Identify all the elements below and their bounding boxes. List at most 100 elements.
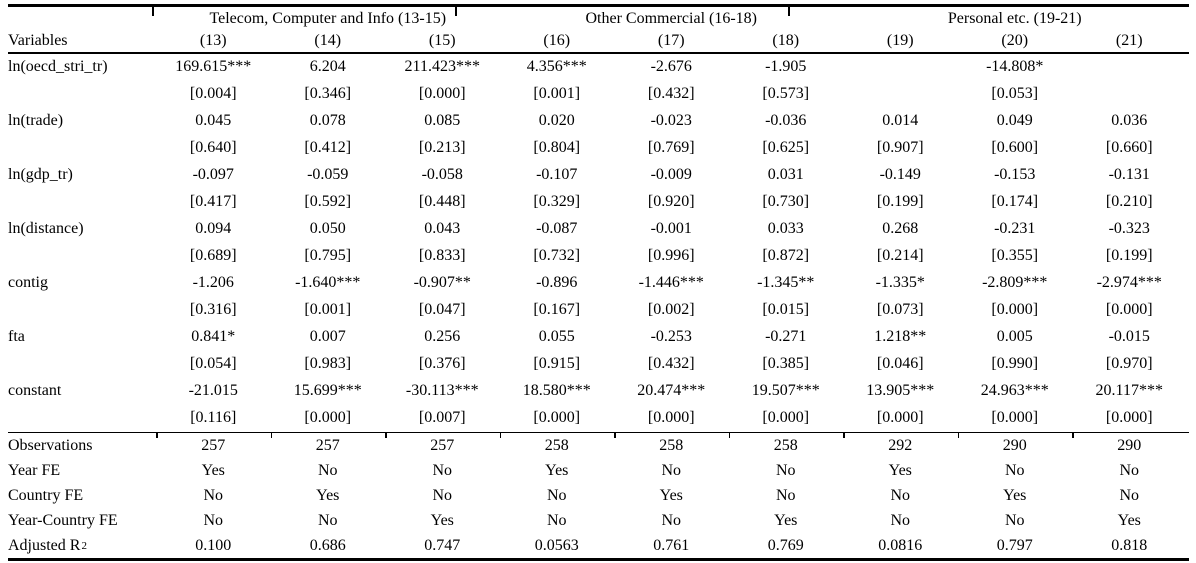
coefficient-value: 0.078 [309, 112, 346, 129]
summary-value: 0.100 [195, 536, 232, 554]
table-top-border [8, 4, 1189, 7]
pvalue: [0.199] [876, 193, 924, 210]
column-header-21: (21) [1115, 31, 1143, 49]
pvalue: [0.000] [991, 301, 1039, 318]
summary-row: Country FE No Yes No No Yes No No Yes No [0, 483, 1196, 508]
pvalue: [0.000] [304, 409, 352, 426]
cell-border-tick [455, 4, 457, 16]
pvalue: [0.073] [876, 301, 924, 318]
group-header-other-commercial: Other Commercial (16-18) [585, 10, 758, 27]
pvalue: [0.199] [1105, 247, 1153, 264]
coefficient-value: -1.640*** [295, 274, 361, 291]
summary-label: Observations [8, 433, 156, 458]
pvalue: [0.804] [533, 139, 581, 156]
column-header-17: (17) [657, 31, 685, 49]
summary-value: No [775, 461, 796, 479]
summary-value: 0.761 [653, 536, 690, 554]
coefficient-value: 0.005 [996, 328, 1033, 345]
pvalue: [0.046] [876, 355, 924, 372]
pvalue: [0.000] [647, 409, 695, 426]
group-header-personal-etc: Personal etc. (19-21) [947, 10, 1082, 27]
pvalue: [0.116] [190, 409, 237, 426]
pvalue: [0.001] [304, 301, 352, 318]
summary-value: Yes [430, 511, 454, 529]
pvalue: [0.872] [762, 247, 810, 264]
pvalue: [0.640] [189, 139, 237, 156]
variable-label: ln(trade) [8, 112, 64, 129]
pvalue: [0.167] [533, 301, 581, 318]
summary-value: Yes [201, 461, 225, 479]
pvalue: [0.329] [533, 193, 581, 210]
column-header-16: (16) [543, 31, 571, 49]
pvalue: [0.625] [762, 139, 810, 156]
coefficient-value: -0.149 [879, 166, 921, 183]
pvalue [843, 81, 958, 108]
coefficient-value: 0.085 [424, 112, 461, 129]
summary-row: Adjusted R 2 0.100 0.686 0.747 0.0563 0.761 0.7… [0, 533, 1196, 558]
pvalue: [0.000] [533, 409, 581, 426]
pvalue: [0.573] [762, 85, 810, 102]
pvalue: [0.732] [533, 247, 581, 264]
coefficient-value: -1.345** [757, 274, 815, 291]
coefficient-value: -2.809*** [982, 274, 1048, 291]
column-header-15: (15) [428, 31, 456, 49]
coefficient-row: constant -21.015 15.699*** -30.113*** 18.580… [0, 378, 1196, 405]
pvalue: [0.730] [762, 193, 810, 210]
pvalue: [0.996] [647, 247, 695, 264]
column-header-18: (18) [772, 31, 800, 49]
summary-value: No [1119, 486, 1140, 504]
coefficient-value: 0.055 [538, 328, 575, 345]
pvalue: [0.432] [647, 355, 695, 372]
coefficient-value: -14.808* [986, 58, 1044, 75]
coefficient-value: 0.033 [767, 220, 804, 237]
coefficient-value: 0.031 [767, 166, 804, 183]
pvalue: [0.000] [762, 409, 810, 426]
summary-value: No [890, 486, 911, 504]
coefficient-value: 20.117*** [1095, 382, 1163, 399]
coefficient-value: 6.204 [309, 58, 346, 75]
coefficient-value: -0.271 [765, 328, 807, 345]
coefficient-value: 0.045 [195, 112, 232, 129]
coefficient-value: 0.841* [191, 328, 236, 345]
group-header-telecom-computer-info: Telecom, Computer and Info (13-15) [209, 10, 447, 27]
header-separator-line [8, 52, 1189, 54]
cell-border-tick [788, 4, 790, 16]
summary-value: No [661, 461, 682, 479]
summary-value: No [317, 511, 338, 529]
pvalue-row: [0.689] [0.795] [0.833] [0.732] [0.996] [0.87… [0, 243, 1196, 270]
summary-value: 0.797 [996, 536, 1033, 554]
coefficient-value: 15.699*** [293, 382, 362, 399]
variable-label: ln(distance) [8, 220, 84, 237]
summary-value: No [203, 486, 224, 504]
pvalue: [0.385] [762, 355, 810, 372]
pvalue: [0.417] [189, 193, 237, 210]
variable-label: constant [8, 382, 62, 399]
coefficient-value: -1.446*** [638, 274, 704, 291]
pvalue-row: [0.054] [0.983] [0.376] [0.915] [0.432] [0.38… [0, 351, 1196, 378]
summary-value: No [432, 461, 453, 479]
coefficient-value: -2.974*** [1096, 274, 1162, 291]
pvalue: [0.376] [418, 355, 466, 372]
pvalue: [0.316] [189, 301, 237, 318]
pvalue: [0.214] [876, 247, 924, 264]
coefficient-value: 0.268 [882, 220, 919, 237]
variable-label: fta [8, 328, 25, 345]
summary-label-text: Adjusted R [8, 536, 81, 554]
coefficient-value: 0.256 [424, 328, 461, 345]
summary-label-text: Year-Country FE [8, 511, 118, 529]
table-bottom-border [8, 558, 1189, 561]
coefficient-value: -2.676 [650, 58, 692, 75]
summary-value: 0.0816 [878, 536, 923, 554]
variable-label: contig [8, 274, 48, 291]
coefficient-value: -0.323 [1108, 220, 1150, 237]
pvalue: [0.047] [418, 301, 466, 318]
summary-value: 258 [773, 436, 798, 454]
summary-value: 258 [659, 436, 684, 454]
summary-value: 0.769 [767, 536, 804, 554]
pvalue [1072, 81, 1187, 108]
pvalue: [0.660] [1105, 139, 1153, 156]
coefficient-value: 0.014 [882, 112, 919, 129]
column-group-header-row: Telecom, Computer and Info (13-15) Other… [0, 7, 1196, 29]
